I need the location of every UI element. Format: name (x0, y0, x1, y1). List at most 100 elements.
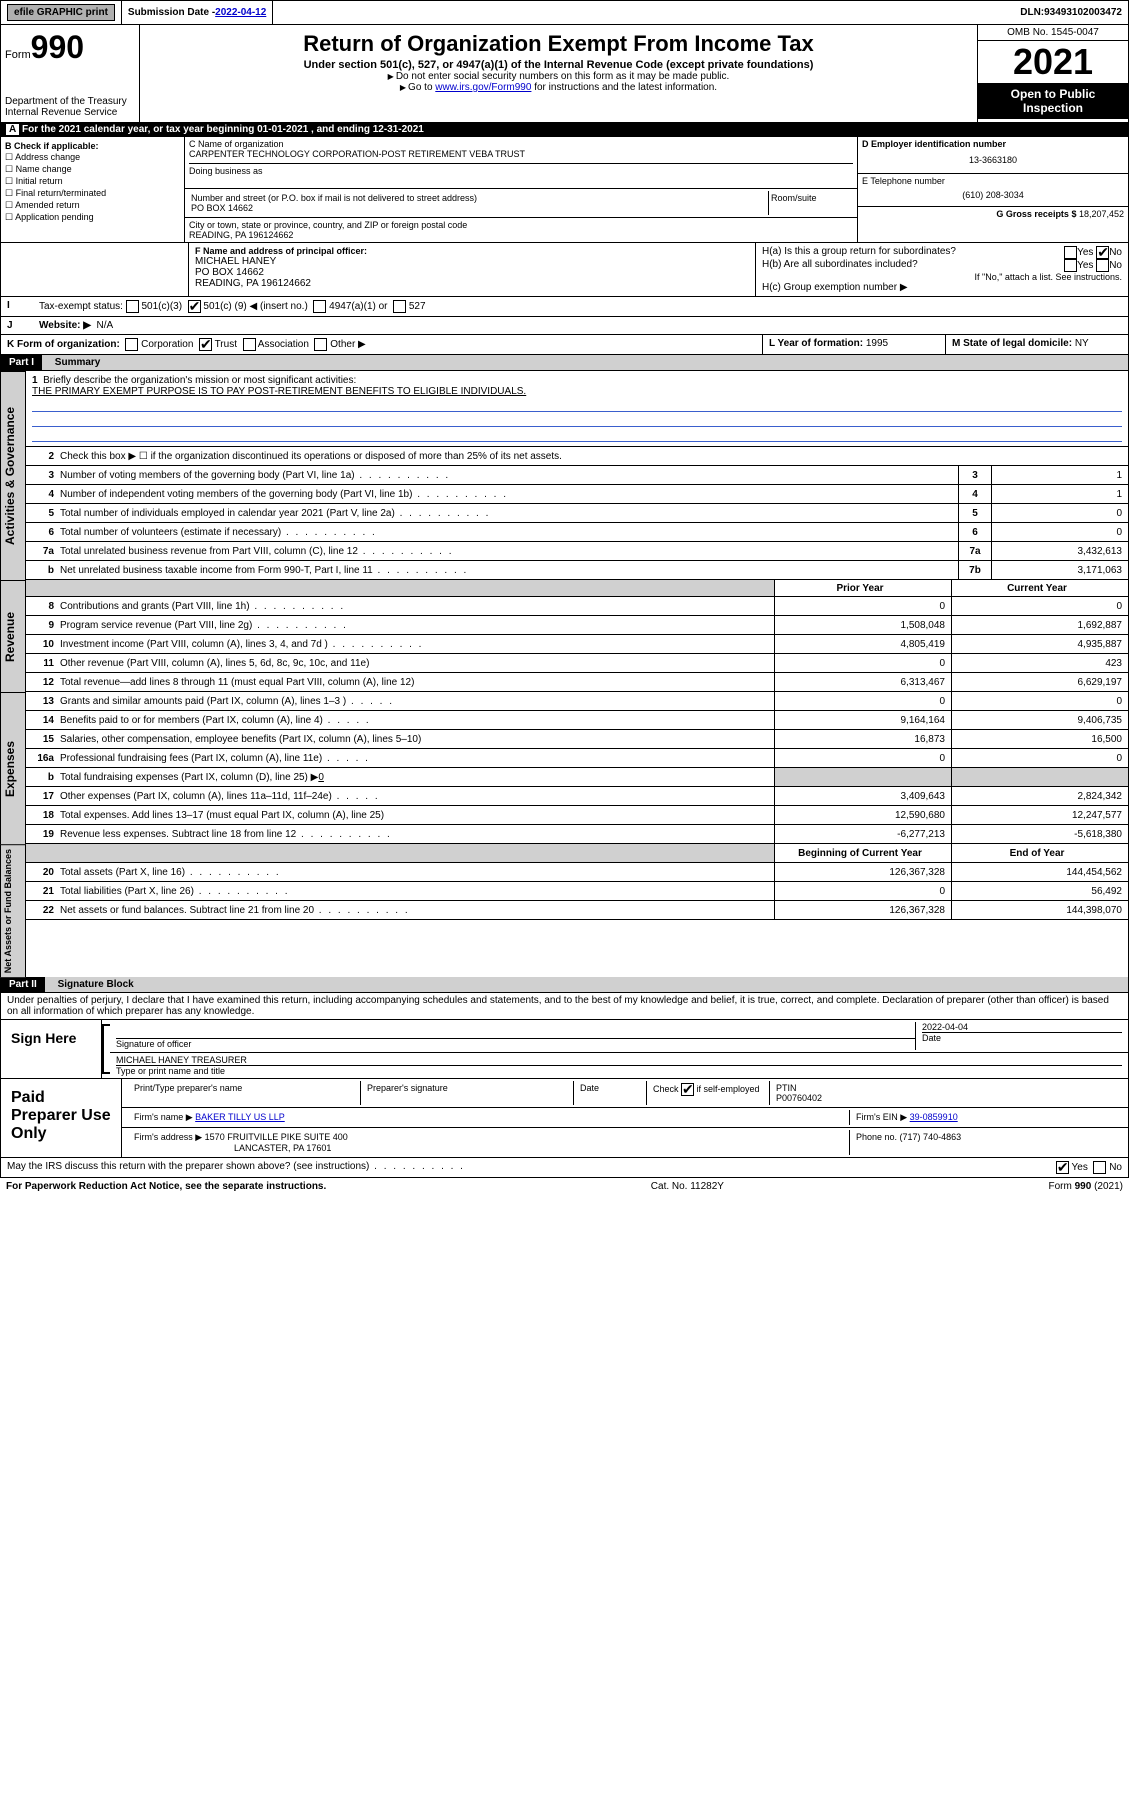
form-subtitle: Under section 501(c), 527, or 4947(a)(1)… (144, 59, 973, 71)
phone-cell: E Telephone number (610) 208-3034 (858, 174, 1128, 207)
page-footer: For Paperwork Reduction Act Notice, see … (0, 1178, 1129, 1195)
chk-corp[interactable] (125, 338, 138, 351)
officer-group-row: F Name and address of principal officer:… (0, 243, 1129, 297)
l7a-value: 3,432,613 (991, 542, 1128, 560)
ein-value: 13-3663180 (862, 149, 1124, 171)
part2-header: Part II Signature Block (0, 977, 1129, 993)
col-prior: Prior Year (774, 580, 951, 596)
note-link: Go to www.irs.gov/Form990 for instructio… (144, 82, 973, 93)
chk-amended-return[interactable]: ☐ Amended return (5, 200, 180, 211)
ein-cell: D Employer identification number 13-3663… (858, 137, 1128, 174)
omb-number: OMB No. 1545-0047 (978, 25, 1128, 41)
hb-yes[interactable] (1064, 259, 1077, 272)
efile-print-button[interactable]: efile GRAPHIC print (7, 4, 115, 21)
line2-text: Check this box ▶ ☐ if the organization d… (60, 449, 1128, 464)
tab-expenses: Expenses (0, 692, 26, 844)
form-header: Form990 Department of the Treasury Inter… (0, 25, 1129, 122)
revenue-section: Revenue Prior YearCurrent Year 8Contribu… (0, 580, 1129, 692)
l7b-value: 3,171,063 (991, 561, 1128, 579)
chk-other[interactable] (314, 338, 327, 351)
preparer-date-hdr: Date (574, 1081, 647, 1105)
chk-4947[interactable] (313, 300, 326, 313)
mission-text: THE PRIMARY EXEMPT PURPOSE IS TO PAY POS… (32, 386, 1122, 397)
org-name-cell: C Name of organization CARPENTER TECHNOL… (185, 137, 857, 189)
firm-name-link[interactable]: BAKER TILLY US LLP (195, 1112, 285, 1122)
col-c: C Name of organization CARPENTER TECHNOL… (185, 137, 857, 242)
website-row: J Website: ▶ N/A (0, 317, 1129, 335)
chk-trust[interactable] (199, 338, 212, 351)
phone-value: (610) 208-3034 (862, 186, 1124, 204)
dba-label: Doing business as (189, 163, 853, 176)
org-name: CARPENTER TECHNOLOGY CORPORATION-POST RE… (189, 149, 853, 159)
tab-revenue: Revenue (0, 580, 26, 692)
address-row: Number and street (or P.O. box if mail i… (185, 189, 857, 218)
col-current: Current Year (951, 580, 1128, 596)
activities-governance: Activities & Governance 1 Briefly descri… (0, 371, 1129, 580)
chk-assoc[interactable] (243, 338, 256, 351)
l4-value: 1 (991, 485, 1128, 503)
chk-initial-return[interactable]: ☐ Initial return (5, 176, 180, 187)
header-right: OMB No. 1545-0047 2021 Open to Public In… (977, 25, 1128, 122)
chk-final-return[interactable]: ☐ Final return/terminated (5, 188, 180, 199)
ha-no[interactable] (1096, 246, 1109, 259)
discuss-row: May the IRS discuss this return with the… (0, 1158, 1129, 1178)
tab-net-assets: Net Assets or Fund Balances (0, 844, 26, 977)
col-right: D Employer identification number 13-3663… (857, 137, 1128, 242)
group-return: H(a) Is this a group return for subordin… (756, 243, 1128, 296)
city-cell: City or town, state or province, country… (185, 218, 857, 242)
street-address: PO BOX 14662 (191, 203, 766, 213)
ptin-value: P00760402 (776, 1093, 1116, 1103)
dept-label: Department of the Treasury Internal Reve… (5, 96, 135, 118)
cat-no: Cat. No. 11282Y (651, 1181, 724, 1192)
row-a: A For the 2021 calendar year, or tax yea… (0, 122, 1129, 137)
col-b-header: B Check if applicable: (5, 141, 180, 151)
form-title: Return of Organization Exempt From Incom… (144, 31, 973, 57)
entity-section: B Check if applicable: ☐ Address change … (0, 137, 1129, 243)
col-begin: Beginning of Current Year (774, 844, 951, 862)
header-left: Form990 Department of the Treasury Inter… (1, 25, 140, 122)
net-assets-section: Net Assets or Fund Balances Beginning of… (0, 844, 1129, 977)
tax-year: 2021 (978, 41, 1128, 83)
part1-header: Part I Summary (0, 355, 1129, 371)
firm-ein-link[interactable]: 39-0859910 (910, 1112, 958, 1122)
chk-application-pending[interactable]: ☐ Application pending (5, 212, 180, 223)
gross-receipts: G Gross receipts $ 18,207,452 (858, 207, 1128, 221)
col-end: End of Year (951, 844, 1128, 862)
sign-here-label: Sign Here (1, 1020, 102, 1078)
l3-value: 1 (991, 466, 1128, 484)
perjury-declaration: Under penalties of perjury, I declare th… (0, 993, 1129, 1020)
chk-527[interactable] (393, 300, 406, 313)
sig-date: 2022-04-04 (922, 1022, 1122, 1032)
chk-address-change[interactable]: ☐ Address change (5, 152, 180, 163)
tax-status-row: I Tax-exempt status: 501(c)(3) 501(c) (9… (0, 297, 1129, 317)
chk-501c[interactable] (188, 300, 201, 313)
paid-preparer-block: Paid Preparer Use Only Print/Type prepar… (0, 1079, 1129, 1158)
submission-date-cell: Submission Date - 2022-04-12 (122, 1, 273, 24)
preparer-name-hdr: Print/Type preparer's name (128, 1081, 361, 1105)
chk-501c3[interactable] (126, 300, 139, 313)
note-ssn: Do not enter social security numbers on … (144, 71, 973, 82)
self-employed-cell: Check if self-employed (647, 1081, 770, 1105)
efile-cell: efile GRAPHIC print (1, 1, 122, 24)
chk-name-change[interactable]: ☐ Name change (5, 164, 180, 175)
sign-here-block: Sign Here Signature of officer 2022-04-0… (0, 1020, 1129, 1079)
col-b-checkboxes: B Check if applicable: ☐ Address change … (1, 137, 185, 242)
discuss-yes[interactable] (1056, 1161, 1069, 1174)
dln-cell: DLN: 93493102003472 (1014, 1, 1128, 24)
header-mid: Return of Organization Exempt From Incom… (140, 25, 977, 122)
sig-name: MICHAEL HANEY TREASURER (116, 1055, 1122, 1065)
room-suite: Room/suite (769, 191, 853, 215)
irs-link[interactable]: www.irs.gov/Form990 (435, 82, 531, 93)
sig-officer-label: Signature of officer (116, 1038, 915, 1049)
line1-label: Briefly describe the organization's miss… (43, 375, 356, 386)
discuss-no[interactable] (1093, 1161, 1106, 1174)
hb-no[interactable] (1096, 259, 1109, 272)
submission-date-link[interactable]: 2022-04-12 (215, 7, 266, 18)
website-value: N/A (97, 320, 114, 331)
tab-governance: Activities & Governance (0, 371, 26, 580)
ha-yes[interactable] (1064, 246, 1077, 259)
chk-self-employed[interactable] (681, 1083, 694, 1096)
paid-preparer-label: Paid Preparer Use Only (1, 1079, 122, 1157)
city-state-zip: READING, PA 196124662 (189, 230, 853, 240)
l5-value: 0 (991, 504, 1128, 522)
